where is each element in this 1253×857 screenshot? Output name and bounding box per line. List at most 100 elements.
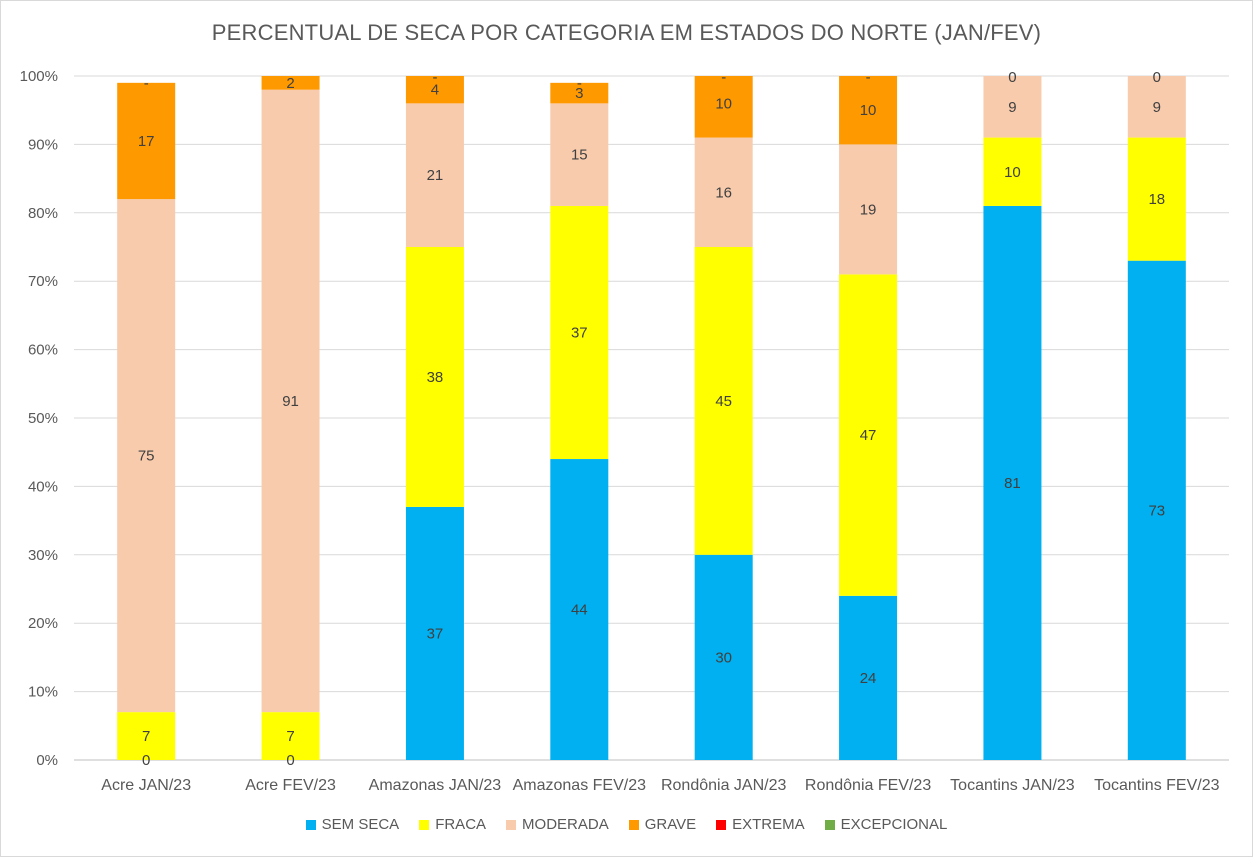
- y-tick-label-3: 30%: [28, 547, 58, 564]
- data-label-grave-5: 10: [860, 102, 877, 119]
- y-tick-label-10: 100%: [20, 68, 58, 85]
- bar-sem-seca-4: [694, 554, 753, 760]
- legend-item-excepcional: EXCEPCIONAL: [824, 816, 948, 833]
- data-label-sem-seca-2: 37: [427, 625, 444, 642]
- data-label-grave-1: 2: [286, 75, 294, 92]
- chart-title: PERCENTUAL DE SECA POR CATEGORIA EM ESTA…: [211, 20, 1042, 45]
- data-label-extrema-3: -: [577, 75, 582, 92]
- legend-item-moderada: MODERADA: [506, 816, 609, 833]
- y-tick-label-7: 70%: [28, 273, 58, 290]
- x-category-label-6: Tocantins JAN/23: [950, 777, 1075, 794]
- bar-moderada-6: [983, 76, 1042, 138]
- bar-sem-seca-5: [839, 595, 898, 760]
- legend-label: SEM SECA: [321, 816, 400, 833]
- y-tick-label-5: 50%: [28, 410, 58, 427]
- bar-moderada-3: [550, 103, 609, 206]
- y-tick-label-1: 10%: [28, 684, 58, 701]
- bar-fraca-7: [1127, 137, 1186, 261]
- y-tick-label-9: 90%: [28, 136, 58, 153]
- bar-moderada-1: [261, 89, 320, 713]
- x-category-label-5: Rondônia FEV/23: [805, 777, 931, 794]
- data-label-sem-seca-4: 30: [715, 649, 732, 666]
- legend-item-fraca: FRACA: [419, 816, 486, 833]
- legend-label: EXCEPCIONAL: [840, 816, 948, 833]
- bar-fraca-4: [694, 247, 753, 555]
- bar-fraca-1: [261, 712, 320, 760]
- bar-grave-5: [839, 76, 898, 145]
- legend-swatch: [305, 819, 316, 830]
- data-label-sem-seca-6: 81: [1004, 475, 1021, 492]
- x-category-label-7: Tocantins FEV/23: [1094, 777, 1220, 794]
- legend-label: MODERADA: [522, 816, 609, 833]
- data-label-sem-seca-1: 0: [286, 752, 294, 769]
- data-label-sem-seca-5: 24: [860, 670, 877, 687]
- legend-item-extrema: EXTREMA: [716, 816, 805, 833]
- bar-fraca-0: [117, 712, 176, 760]
- data-label-moderada-2: 21: [427, 167, 444, 184]
- legend-item-grave: GRAVE: [628, 816, 697, 833]
- bar-moderada-2: [405, 103, 464, 247]
- legend-label: EXTREMA: [732, 816, 805, 833]
- data-label-grave-0: 17: [138, 133, 155, 150]
- y-tick-label-6: 60%: [28, 342, 58, 359]
- y-tick-label-4: 40%: [28, 478, 58, 495]
- x-category-label-3: Amazonas FEV/23: [513, 777, 647, 794]
- data-label-extrema-5: -: [866, 69, 871, 86]
- data-label-grave-3: 3: [575, 85, 583, 102]
- data-label-moderada-4: 16: [715, 184, 732, 201]
- data-label-fraca-2: 38: [427, 369, 444, 386]
- data-label-fraca-3: 37: [571, 325, 588, 342]
- data-label-fraca-0: 7: [142, 728, 150, 745]
- y-tick-label-8: 80%: [28, 205, 58, 222]
- legend-item-sem-seca: SEM SECA: [305, 816, 400, 833]
- bar-fraca-5: [839, 274, 898, 596]
- bar-grave-4: [694, 76, 753, 138]
- bar-grave-2: [405, 76, 464, 104]
- bar-sem-seca-2: [405, 506, 464, 760]
- data-label-moderada-7: 9: [1153, 99, 1161, 116]
- legend-label: FRACA: [435, 816, 487, 833]
- bar-moderada-7: [1127, 76, 1186, 138]
- data-label-extrema-4: -: [721, 69, 726, 86]
- bar-sem-seca-6: [983, 205, 1042, 760]
- bar-moderada-0: [117, 199, 176, 713]
- legend-swatch: [716, 819, 727, 830]
- legend: SEM SECA FRACA MODERADA GRAVE EXTREMA EXCEPCI…: [0, 816, 1253, 833]
- bar-grave-3: [550, 82, 609, 104]
- bar-fraca-6: [983, 137, 1042, 206]
- data-label-moderada-1: 91: [282, 393, 299, 410]
- x-category-label-4: Rondônia JAN/23: [661, 777, 787, 794]
- data-label-sem-seca-0: 0: [142, 752, 150, 769]
- data-label-moderada-5: 19: [860, 201, 877, 218]
- legend-label: GRAVE: [644, 816, 697, 833]
- bar-sem-seca-3: [550, 459, 609, 760]
- data-label-sem-seca-3: 44: [571, 602, 588, 619]
- legend-swatch: [628, 819, 639, 830]
- bar-moderada-4: [694, 137, 753, 247]
- y-tick-label-2: 20%: [28, 615, 58, 632]
- data-label-grave-4: 10: [715, 95, 732, 112]
- bar-grave-1: [261, 76, 320, 90]
- x-category-label-0: Acre JAN/23: [101, 777, 191, 794]
- legend-swatch: [824, 819, 835, 830]
- data-label-moderada-0: 75: [138, 448, 155, 465]
- bar-moderada-5: [839, 144, 898, 275]
- legend-swatch: [419, 819, 430, 830]
- bar-fraca-3: [550, 205, 609, 460]
- data-label-fraca-7: 18: [1148, 191, 1165, 208]
- data-label-fraca-5: 47: [860, 427, 877, 444]
- data-label-grave-6: 0: [1008, 69, 1016, 86]
- data-label-fraca-1: 7: [286, 728, 294, 745]
- bar-sem-seca-7: [1127, 260, 1186, 760]
- data-label-moderada-3: 15: [571, 147, 588, 164]
- data-label-fraca-4: 45: [715, 393, 732, 410]
- data-label-extrema-0: -: [144, 75, 149, 92]
- bar-fraca-2: [405, 247, 464, 507]
- legend-swatch: [506, 819, 517, 830]
- data-label-grave-7: 0: [1153, 69, 1161, 86]
- x-category-label-2: Amazonas JAN/23: [369, 777, 502, 794]
- data-label-sem-seca-7: 73: [1148, 502, 1165, 519]
- data-label-extrema-2: -: [432, 69, 437, 86]
